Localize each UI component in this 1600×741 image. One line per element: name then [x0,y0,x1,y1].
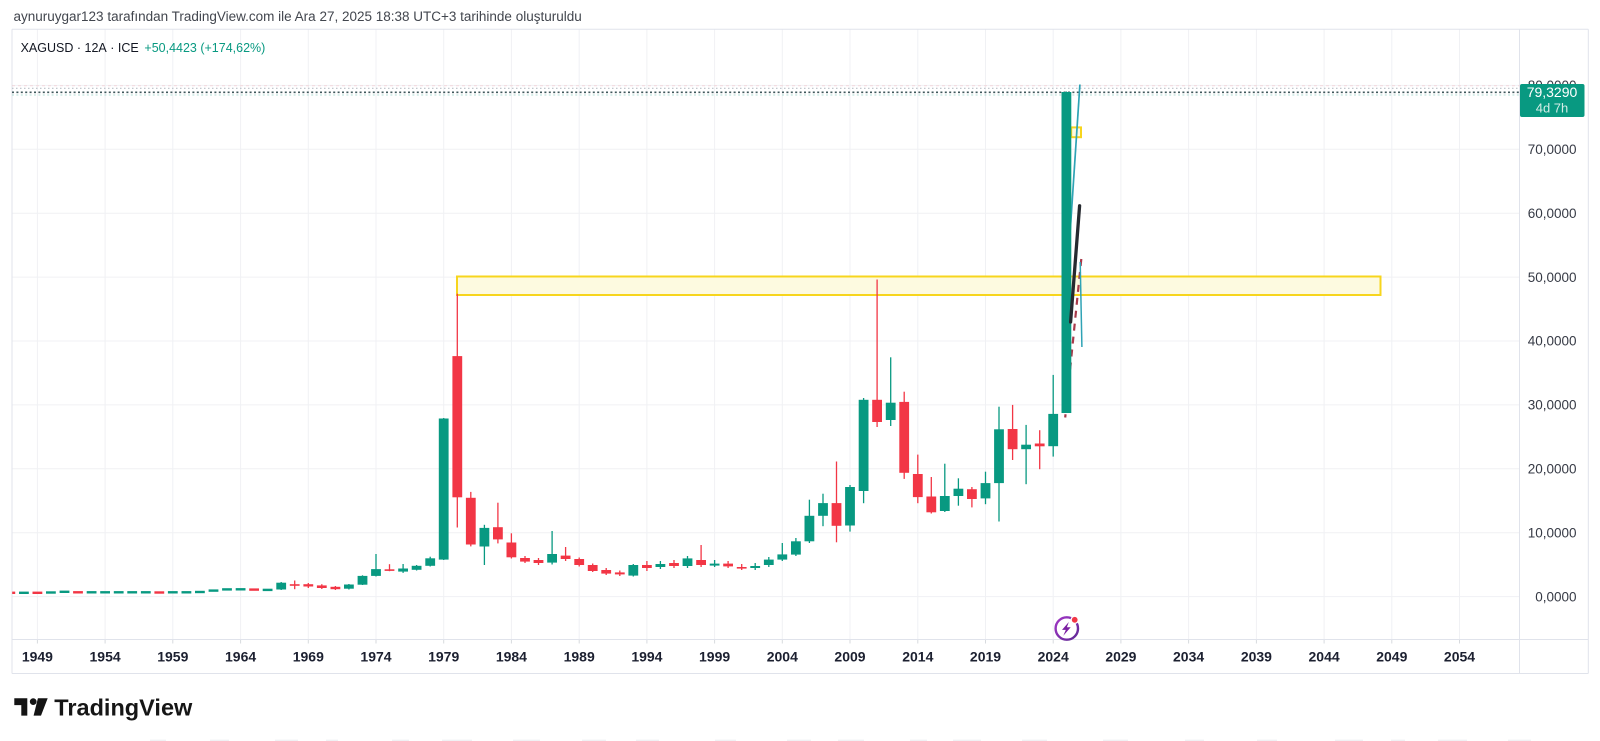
svg-text:2019: 2019 [970,649,1001,665]
svg-text:70,0000: 70,0000 [1528,142,1577,157]
svg-text:1974: 1974 [360,649,391,665]
svg-text:2049: 2049 [1376,649,1407,665]
svg-text:4d 7h: 4d 7h [1536,101,1569,116]
svg-text:2014: 2014 [902,649,933,665]
svg-text:2024: 2024 [1038,649,1069,665]
svg-text:1979: 1979 [428,649,459,665]
svg-text:40,0000: 40,0000 [1528,334,1577,349]
svg-text:1964: 1964 [225,649,256,665]
svg-text:2004: 2004 [767,649,798,665]
svg-text:1999: 1999 [699,649,730,665]
svg-text:1969: 1969 [293,649,324,665]
svg-text:1949: 1949 [22,649,53,665]
svg-text:2044: 2044 [1309,649,1340,665]
svg-text:30,0000: 30,0000 [1528,398,1577,413]
svg-text:79,3290: 79,3290 [1527,84,1578,100]
svg-text:10,0000: 10,0000 [1528,525,1577,540]
svg-text:2029: 2029 [1105,649,1136,665]
svg-text:1994: 1994 [631,649,662,665]
svg-text:20,0000: 20,0000 [1528,462,1577,477]
svg-text:2034: 2034 [1173,649,1204,665]
svg-text:2054: 2054 [1444,649,1475,665]
svg-text:1984: 1984 [496,649,527,665]
svg-text:50,0000: 50,0000 [1528,270,1577,285]
svg-text:1954: 1954 [90,649,121,665]
svg-text:2009: 2009 [834,649,865,665]
svg-text:1989: 1989 [564,649,595,665]
svg-text:TradingView: TradingView [54,695,193,721]
svg-text:60,0000: 60,0000 [1528,206,1577,221]
svg-text:0,0000: 0,0000 [1535,589,1576,604]
svg-text:1959: 1959 [157,649,188,665]
svg-text:2039: 2039 [1241,649,1272,665]
